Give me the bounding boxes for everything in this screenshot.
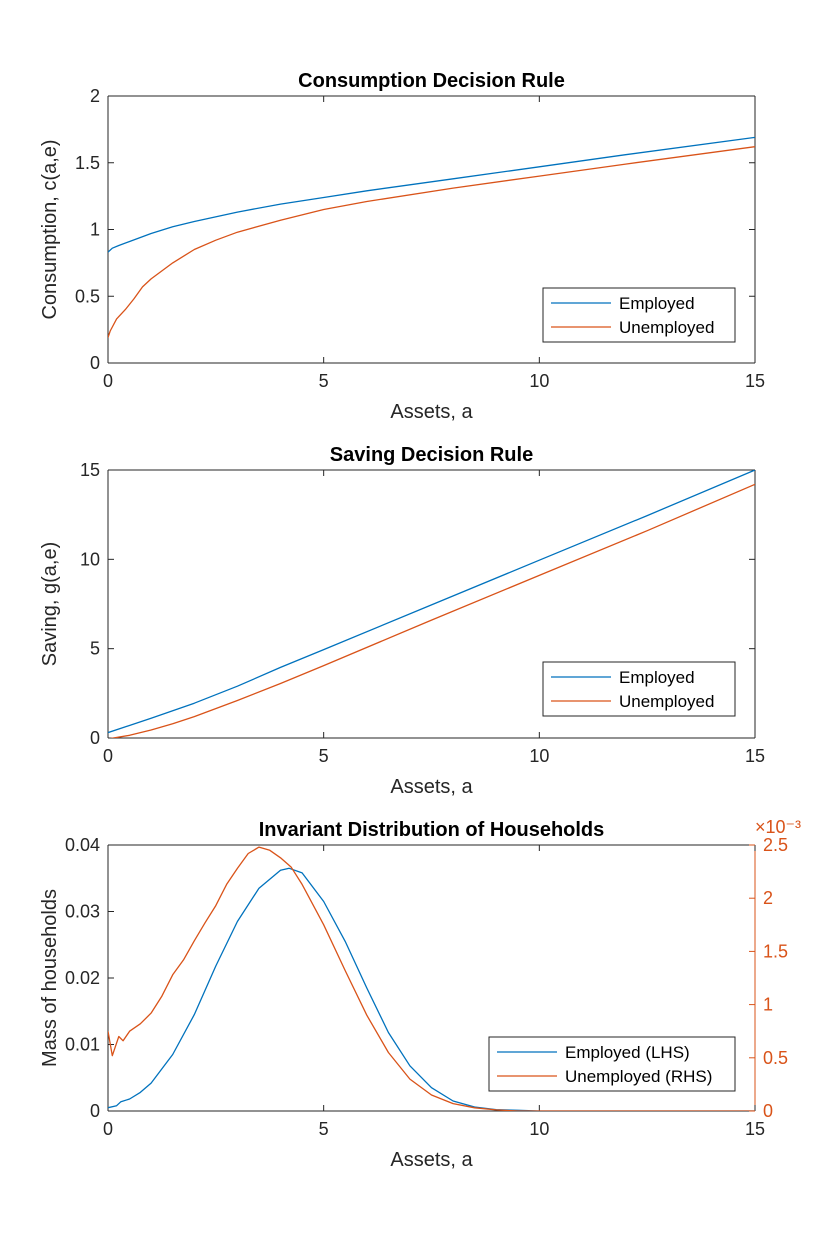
y-tick-label: 0.02 xyxy=(65,968,100,988)
x-tick-label: 10 xyxy=(529,1119,549,1139)
y-tick-label: 1 xyxy=(90,220,100,240)
y-tick-label: 0 xyxy=(90,728,100,748)
chart-title: Invariant Distribution of Households xyxy=(259,819,605,841)
legend-entry: Employed (LHS) xyxy=(565,1043,690,1062)
y-tick-label: 0 xyxy=(90,353,100,373)
x-tick-label: 5 xyxy=(319,746,329,766)
plot-area xyxy=(108,470,755,738)
x-tick-label: 5 xyxy=(319,1119,329,1139)
series-line-unemployed xyxy=(108,146,755,338)
y-tick-label: 0 xyxy=(90,1101,100,1121)
x-tick-label: 0 xyxy=(103,746,113,766)
y-tick-label: 1.5 xyxy=(75,153,100,173)
y-tick-label: 0.01 xyxy=(65,1035,100,1055)
x-axis-label: Assets, a xyxy=(390,401,473,423)
x-tick-label: 0 xyxy=(103,1119,113,1139)
x-tick-label: 0 xyxy=(103,371,113,391)
x-axis-label: Assets, a xyxy=(390,1149,473,1171)
y-tick-label: 0.03 xyxy=(65,902,100,922)
chart-title: Consumption Decision Rule xyxy=(298,70,565,92)
chart-1: 0 5 10 15 0 0.5 1 1.5 2 Consumption Decision Rule… xyxy=(39,70,765,423)
x-tick-label: 15 xyxy=(745,371,765,391)
y-tick-label: 15 xyxy=(80,460,100,480)
x-tick-label: 15 xyxy=(745,1119,765,1139)
y-tick-label: 0.5 xyxy=(75,286,100,306)
y2-tick-label: 2 xyxy=(763,888,773,908)
legend: Employed Unemployed xyxy=(542,661,736,717)
legend-box xyxy=(542,661,736,717)
legend-entry: Unemployed xyxy=(619,692,714,711)
y2-tick-label: 1.5 xyxy=(763,941,788,961)
chart-2: 0 5 10 15 0 5 10 15 Saving Decision Rule Assets, … xyxy=(39,444,765,798)
y2-tick-label: 0 xyxy=(763,1101,773,1121)
series-line-employed xyxy=(108,136,755,253)
x-tick-label: 5 xyxy=(319,371,329,391)
y2-tick-label: 0.5 xyxy=(763,1048,788,1068)
series-line-employed xyxy=(108,470,755,734)
x-tick-label: 15 xyxy=(745,746,765,766)
y-tick-label: 10 xyxy=(80,549,100,569)
y2-exponent-label: ×10⁻³ xyxy=(755,817,801,837)
plot-area xyxy=(108,136,755,338)
series-line-unemployed xyxy=(108,846,755,1111)
y2-tick-label: 1 xyxy=(763,995,773,1015)
legend-box xyxy=(542,287,736,343)
y2-tick-label: 2.5 xyxy=(763,835,788,855)
y-axis-label: Mass of households xyxy=(39,889,61,1067)
y-axis-label: Consumption, c(a,e) xyxy=(39,139,61,319)
y-tick-label: 2 xyxy=(90,86,100,106)
legend-entry: Unemployed (RHS) xyxy=(565,1067,712,1086)
legend: Employed (LHS) Unemployed (RHS) xyxy=(488,1036,736,1092)
chart-title: Saving Decision Rule xyxy=(330,444,533,466)
x-axis-label: Assets, a xyxy=(390,776,473,798)
legend-entry: Employed xyxy=(619,294,695,313)
plot-area xyxy=(108,846,755,1111)
x-tick-label: 10 xyxy=(529,746,549,766)
legend-entry: Unemployed xyxy=(619,318,714,337)
y-tick-label: 0.04 xyxy=(65,835,100,855)
legend: Employed Unemployed xyxy=(542,287,736,343)
y-tick-label: 5 xyxy=(90,639,100,659)
chart-3: 0 5 10 1500.010.020.030.0400.511.522.5×10⁻³… xyxy=(39,817,801,1171)
y-axis-label: Saving, g(a,e) xyxy=(39,542,61,667)
legend-entry: Employed xyxy=(619,668,695,687)
series-line-unemployed xyxy=(109,483,755,738)
x-tick-label: 10 xyxy=(529,371,549,391)
legend-box xyxy=(488,1036,736,1092)
